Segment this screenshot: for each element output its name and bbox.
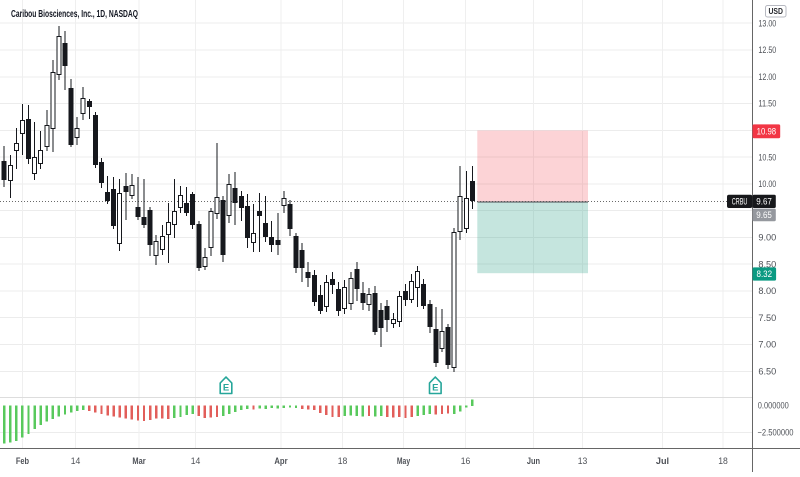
svg-text:Mar: Mar [132, 456, 145, 466]
svg-text:12.00: 12.00 [758, 72, 776, 82]
svg-text:14: 14 [71, 456, 81, 466]
svg-text:8.50: 8.50 [758, 259, 776, 269]
svg-text:13.00: 13.00 [758, 18, 776, 28]
svg-text:Apr: Apr [274, 456, 288, 466]
svg-text:May: May [397, 456, 411, 466]
svg-text:14: 14 [191, 456, 201, 466]
svg-text:12.50: 12.50 [758, 45, 776, 55]
svg-text:10.50: 10.50 [758, 152, 776, 162]
svg-text:USD: USD [768, 6, 783, 16]
svg-text:0.000000: 0.000000 [758, 400, 789, 410]
svg-text:9.67: 9.67 [756, 197, 772, 207]
svg-text:11.50: 11.50 [758, 99, 776, 109]
svg-text:Jul: Jul [656, 456, 669, 466]
svg-text:7.50: 7.50 [758, 313, 776, 323]
svg-text:E: E [432, 383, 438, 394]
svg-text:18: 18 [338, 456, 348, 466]
svg-text:8.32: 8.32 [757, 269, 773, 279]
svg-text:E: E [223, 383, 229, 394]
svg-text:−2.500000: −2.500000 [758, 428, 794, 438]
svg-text:8.00: 8.00 [758, 286, 776, 296]
svg-text:6.50: 6.50 [758, 367, 776, 377]
svg-text:CRBU: CRBU [732, 197, 748, 207]
svg-text:10.00: 10.00 [758, 179, 776, 189]
svg-text:16: 16 [461, 456, 471, 466]
svg-text:13: 13 [578, 456, 588, 466]
svg-text:Feb: Feb [16, 456, 29, 466]
svg-text:9.00: 9.00 [758, 233, 776, 243]
svg-text:Caribou Biosciences, Inc., 1D,: Caribou Biosciences, Inc., 1D, NASDAQ [11, 8, 138, 20]
svg-text:10.98: 10.98 [757, 127, 777, 137]
svg-text:9.65: 9.65 [756, 210, 772, 220]
svg-text:Jun: Jun [527, 456, 540, 466]
svg-text:7.00: 7.00 [758, 340, 776, 350]
svg-text:18: 18 [718, 456, 728, 466]
